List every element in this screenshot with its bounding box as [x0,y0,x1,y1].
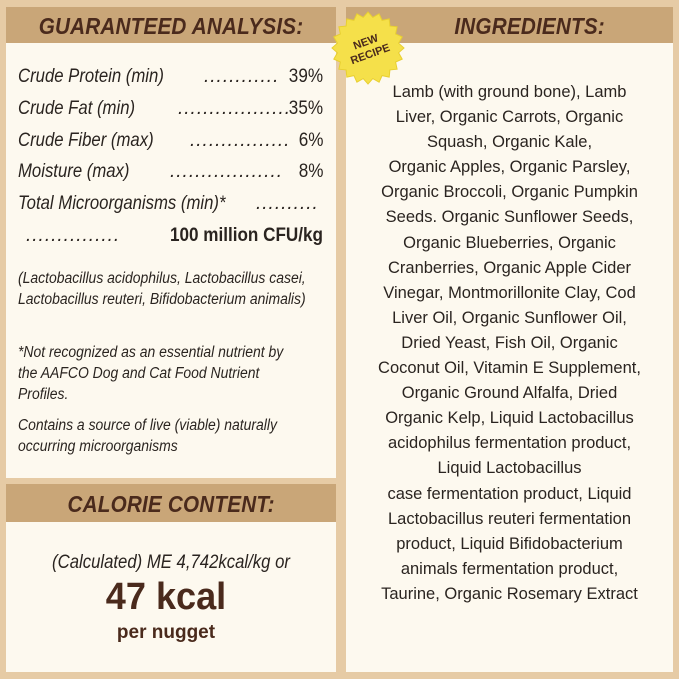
ingredient-line: Liquid Lactobacillus [437,459,582,478]
ingredient-line: Organic Blueberries, Organic [403,233,616,252]
strains-note: (Lactobacillus acidophilus, Lactobacillu… [18,270,306,308]
ingredient-line: animals fermentation product, [400,559,619,578]
row-dots: ................ [190,130,291,151]
calorie-calculated: (Calculated) ME 4,742kcal/kg or [52,552,290,573]
row-dots: ............... [26,225,121,246]
row-label: Total Microorganisms (min)* [18,193,226,214]
ingredient-line: Liver, Organic Carrots, Organic [395,108,624,127]
analysis-row-cfu: ............... 100 million CFU/kg [18,225,323,255]
ingredient-line: Cranberries, Organic Apple Cider [387,258,632,277]
row-label: Crude Fat (min) [18,98,136,119]
analysis-row-fiber: Crude Fiber (max) ................ 6% [18,130,323,160]
row-value: 6% [298,130,323,151]
ingredient-line: Liver Oil, Organic Sunflower Oil, [392,308,627,327]
ingredient-line: Organic Broccoli, Organic Pumpkin [381,183,638,202]
ingredient-line: Organic Ground Alfalfa, Dried [401,384,618,403]
row-value: 35% [288,98,323,119]
ingredient-line: acidophilus fermentation product, [387,434,632,453]
ingredient-line: Organic Apples, Organic Parsley, [388,158,631,177]
new-recipe-badge: NEW RECIPE [331,11,405,85]
row-dots: .................. [170,161,284,182]
analysis-row-protein: Crude Protein (min) ............ 39% [18,66,323,96]
analysis-row-fat: Crude Fat (min) .................. 35% [18,98,323,128]
aafco-footnote: *Not recognized as an essential nutrient… [18,344,284,403]
row-dots: .................. [178,98,292,119]
analysis-title: GUARANTEED ANALYSIS: [38,13,304,39]
calorie-title: CALORIE CONTENT: [67,491,275,517]
ingredient-line: product, Liquid Bifidobacterium [396,534,623,553]
cfu-value: 100 million CFU/kg [170,225,323,246]
ingredient-line: Dried Yeast, Fish Oil, Organic [401,333,618,352]
row-label: Moisture (max) [18,161,130,182]
analysis-panel [6,7,336,478]
row-label: Crude Fiber (max) [18,130,154,151]
ingredient-line: Seeds. Organic Sunflower Seeds, [385,208,634,227]
ingredient-line: Vinegar, Montmorillonite Clay, Cod [383,283,636,302]
badge-starburst-icon [331,11,405,85]
ingredient-line: Organic Kelp, Liquid Lactobacillus [385,409,634,428]
ingredient-line: Lamb (with ground bone), Lamb [392,83,627,101]
calorie-per-nugget: per nugget [116,622,216,643]
calorie-kcal: 47 kcal [105,576,227,618]
ingredient-line: Lactobacillus reuteri fermentation [387,509,632,528]
ingredients-panel [346,7,673,672]
ingredient-line: Coconut Oil, Vitamin E Supplement, [378,359,641,378]
live-microorganisms-note: Contains a source of live (viable) natur… [18,417,277,455]
analysis-row-microorganisms: Total Microorganisms (min)* .......... [18,193,323,223]
row-label: Crude Protein (min) [18,66,164,87]
calorie-header: CALORIE CONTENT: [6,484,336,522]
ingredient-line: case fermentation product, Liquid [387,484,632,503]
ingredient-line: Taurine, Organic Rosemary Extract [381,584,638,603]
ingredient-line: Squash, Organic Kale, [426,133,593,152]
ingredients-list: Lamb (with ground bone), Lamb Liver, Orga… [346,80,673,607]
row-dots: ............ [204,66,280,87]
row-dots: .......... [256,193,319,214]
analysis-row-moisture: Moisture (max) .................. 8% [18,161,323,191]
row-value: 39% [288,66,323,87]
row-value: 8% [298,161,323,182]
analysis-header: GUARANTEED ANALYSIS: [6,7,336,43]
ingredients-title: INGREDIENTS: [454,13,605,39]
